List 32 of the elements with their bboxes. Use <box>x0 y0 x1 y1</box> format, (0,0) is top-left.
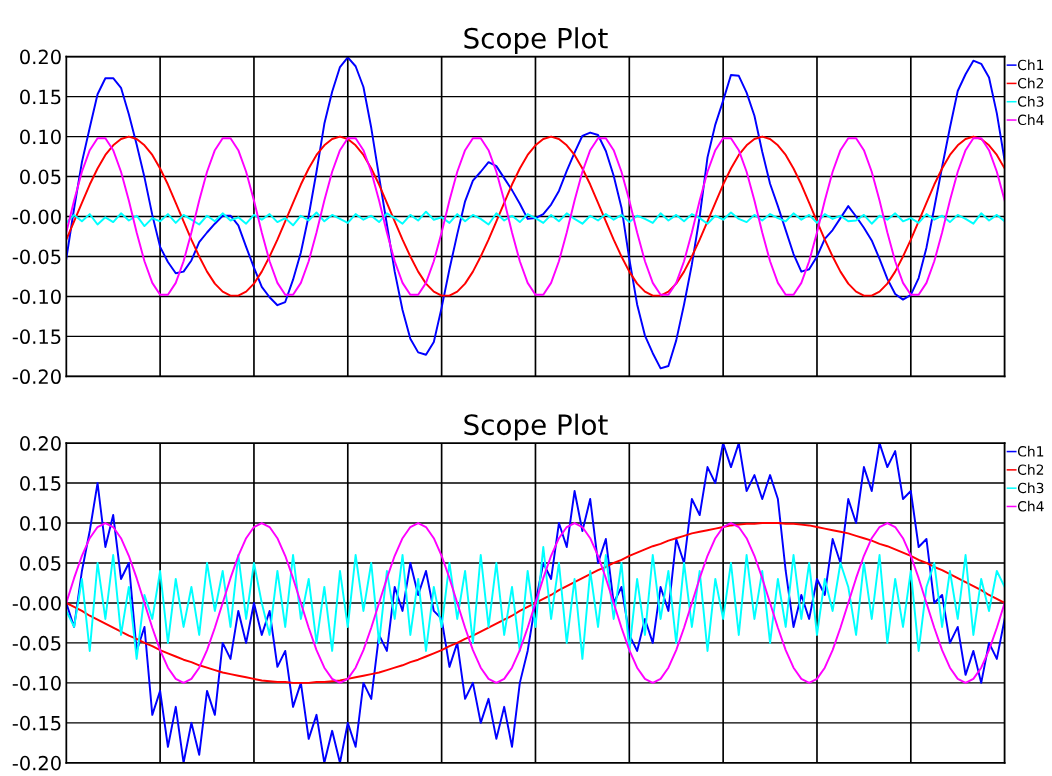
y-tick-label: 0.10 <box>20 129 61 145</box>
legend-label: Ch1 <box>1017 445 1044 457</box>
y-tick-label: 0.05 <box>20 169 61 185</box>
y-tick-label: -0.10 <box>12 675 61 691</box>
y-tick-label: -0.15 <box>12 329 61 345</box>
chart-title: Scope Plot <box>464 413 608 441</box>
line-series <box>66 522 1005 684</box>
y-tick-label: -0.05 <box>12 249 61 265</box>
y-tick-label: 0.10 <box>20 515 61 531</box>
legend-label: Ch2 <box>1017 464 1044 475</box>
legend-label: Ch3 <box>1017 482 1044 494</box>
y-tick-label: 0.15 <box>20 89 61 105</box>
chart-title: Scope Plot <box>464 27 608 55</box>
legend-label: Ch1 <box>1017 59 1044 71</box>
y-tick-label: -0.20 <box>12 369 61 385</box>
y-tick-label: -0.05 <box>12 635 61 651</box>
y-tick-label: -0.00 <box>12 209 61 225</box>
legend-label: Ch3 <box>1017 96 1044 107</box>
y-tick-label: 0.15 <box>20 476 61 491</box>
y-tick-label: 0.20 <box>20 49 61 65</box>
y-tick-label: -0.20 <box>12 755 61 771</box>
line-series <box>66 546 1005 660</box>
legend-label: Ch4 <box>1017 500 1044 512</box>
y-tick-label: -0.10 <box>12 289 61 305</box>
legend-label: Ch2 <box>1017 77 1044 89</box>
legend-label: Ch4 <box>1017 114 1044 126</box>
line-series <box>66 210 1005 228</box>
line-series <box>66 443 1005 763</box>
y-tick-label: -0.00 <box>12 595 61 611</box>
y-tick-label: -0.15 <box>12 715 61 731</box>
y-tick-label: 0.05 <box>20 555 61 571</box>
y-tick-label: 0.20 <box>20 436 61 451</box>
